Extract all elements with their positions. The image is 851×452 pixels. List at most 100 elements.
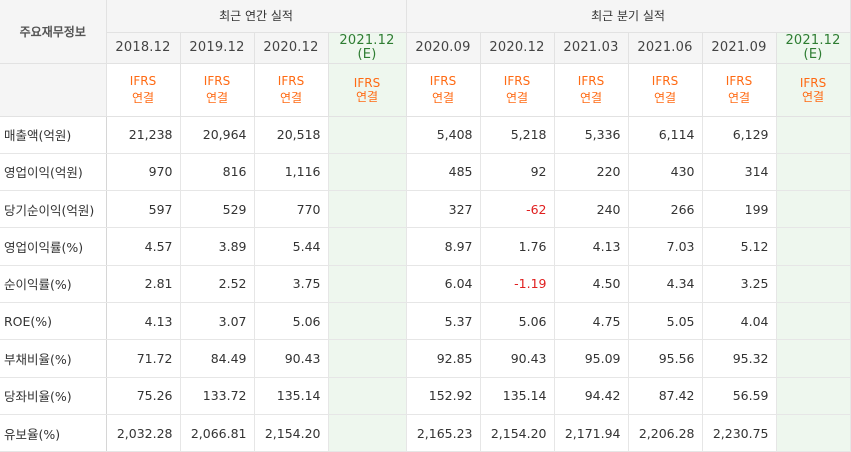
period-header: 2019.12	[180, 32, 255, 64]
value-cell	[328, 227, 407, 266]
value-cell: 6.04	[405, 265, 481, 303]
row-label: ROE(%)	[0, 302, 107, 341]
value-cell: 2.52	[180, 265, 255, 303]
period-header: 2021.03	[554, 32, 629, 64]
value-cell: 152.92	[405, 377, 481, 415]
value-cell: 1,116	[254, 153, 329, 192]
value-cell: 133.72	[180, 377, 255, 415]
value-cell	[776, 190, 851, 229]
value-cell: 4.34	[628, 265, 703, 303]
quarter-group-header: 최근 분기 실적	[405, 0, 851, 33]
ifrs-label: IFRS	[577, 73, 605, 88]
annual-group-header: 최근 연간 실적	[106, 0, 407, 33]
value-cell	[328, 115, 407, 154]
value-cell: 199	[702, 190, 777, 229]
period-year: 2021.12	[785, 32, 841, 48]
ifrs-label: IFRS	[725, 73, 753, 88]
value-cell: 94.42	[554, 377, 629, 415]
value-cell: 2,171.94	[554, 413, 629, 452]
value-cell: 56.59	[702, 377, 777, 415]
ifrs-label: IFRS	[429, 73, 457, 88]
consolidated-label: 연결	[355, 89, 379, 104]
value-cell	[328, 153, 407, 192]
consolidated-label: 연결	[431, 90, 455, 105]
ifrs-basis-cell: IFRS 연결	[702, 63, 777, 117]
value-cell: 84.49	[180, 339, 255, 378]
period-header-estimate: 2021.12 (E)	[776, 32, 851, 64]
value-cell	[776, 339, 851, 378]
value-cell: 770	[254, 190, 329, 229]
period-header-estimate: 2021.12 (E)	[328, 32, 407, 64]
value-cell: 75.26	[106, 377, 181, 415]
value-cell	[776, 153, 851, 192]
value-cell: 970	[106, 153, 181, 192]
corner-label: 주요재무정보	[0, 0, 107, 64]
value-cell: 2,230.75	[702, 413, 777, 452]
value-cell: 4.13	[106, 302, 181, 341]
value-cell	[776, 265, 851, 303]
ifrs-label: IFRS	[203, 73, 231, 88]
table-row: 매출액(억원) 21,238 20,964 20,518 5,408 5,218 5,336…	[0, 115, 851, 154]
value-cell	[776, 302, 851, 341]
value-cell: 8.97	[405, 227, 481, 266]
value-cell: 90.43	[480, 339, 555, 378]
value-cell: 220	[554, 153, 629, 192]
value-cell: 5,336	[554, 115, 629, 154]
value-cell: 314	[702, 153, 777, 192]
ifrs-label: IFRS	[129, 73, 157, 88]
ifrs-basis-cell: IFRS 연결	[254, 63, 329, 117]
value-cell: 135.14	[480, 377, 555, 415]
value-cell: -62	[480, 190, 555, 229]
estimate-mark: (E)	[357, 46, 377, 62]
consolidated-label: 연결	[653, 90, 677, 105]
value-cell	[328, 302, 407, 341]
value-cell: 87.42	[628, 377, 703, 415]
value-cell: 21,238	[106, 115, 181, 154]
value-cell: 5,218	[480, 115, 555, 154]
value-cell: 240	[554, 190, 629, 229]
row-label: 유보율(%)	[0, 413, 107, 452]
value-cell: 92.85	[405, 339, 481, 378]
value-cell	[776, 377, 851, 415]
value-cell	[328, 339, 407, 378]
row-label: 매출액(억원)	[0, 115, 107, 154]
period-header: 2021.06	[628, 32, 703, 64]
value-cell: 90.43	[254, 339, 329, 378]
value-cell	[776, 227, 851, 266]
value-cell	[328, 265, 407, 303]
value-cell: 327	[405, 190, 481, 229]
consolidated-label: 연결	[579, 90, 603, 105]
value-cell: 2,154.20	[480, 413, 555, 452]
ifrs-basis-cell: IFRS 연결	[106, 63, 181, 117]
table-body: 매출액(억원) 21,238 20,964 20,518 5,408 5,218 5,336…	[0, 115, 851, 452]
value-cell: 816	[180, 153, 255, 192]
value-cell: 2,066.81	[180, 413, 255, 452]
value-cell: 4.57	[106, 227, 181, 266]
period-row: 2018.12 2019.12 2020.12 2021.12 (E) 2020…	[0, 32, 851, 64]
value-cell: 135.14	[254, 377, 329, 415]
value-cell: 5,408	[405, 115, 481, 154]
value-cell: 1.76	[480, 227, 555, 266]
table-row: 영업이익률(%) 4.57 3.89 5.44 8.97 1.76 4.13 7.03 5.12	[0, 227, 851, 266]
table-row: 당기순이익(억원) 597 529 770 327 -62 240 266 199	[0, 190, 851, 229]
period-header: 2020.09	[405, 32, 481, 64]
value-cell: 4.13	[554, 227, 629, 266]
value-cell: 5.12	[702, 227, 777, 266]
ifrs-label: IFRS	[651, 73, 679, 88]
value-cell: 5.37	[405, 302, 481, 341]
value-cell: 2,032.28	[106, 413, 181, 452]
value-cell: 7.03	[628, 227, 703, 266]
value-cell: 597	[106, 190, 181, 229]
value-cell	[328, 377, 407, 415]
value-cell: 71.72	[106, 339, 181, 378]
row-label: 당기순이익(억원)	[0, 190, 107, 229]
value-cell: 95.32	[702, 339, 777, 378]
table-row: 순이익률(%) 2.81 2.52 3.75 6.04 -1.19 4.50 4.34 3.25	[0, 265, 851, 303]
value-cell: 5.06	[480, 302, 555, 341]
table-row: 영업이익(억원) 970 816 1,116 485 92 220 430 314	[0, 153, 851, 192]
value-cell: 3.89	[180, 227, 255, 266]
row-label: 영업이익(억원)	[0, 153, 107, 192]
period-header: 2020.12	[480, 32, 555, 64]
ifrs-label: IFRS	[503, 73, 531, 88]
period-header: 2021.09	[702, 32, 777, 64]
